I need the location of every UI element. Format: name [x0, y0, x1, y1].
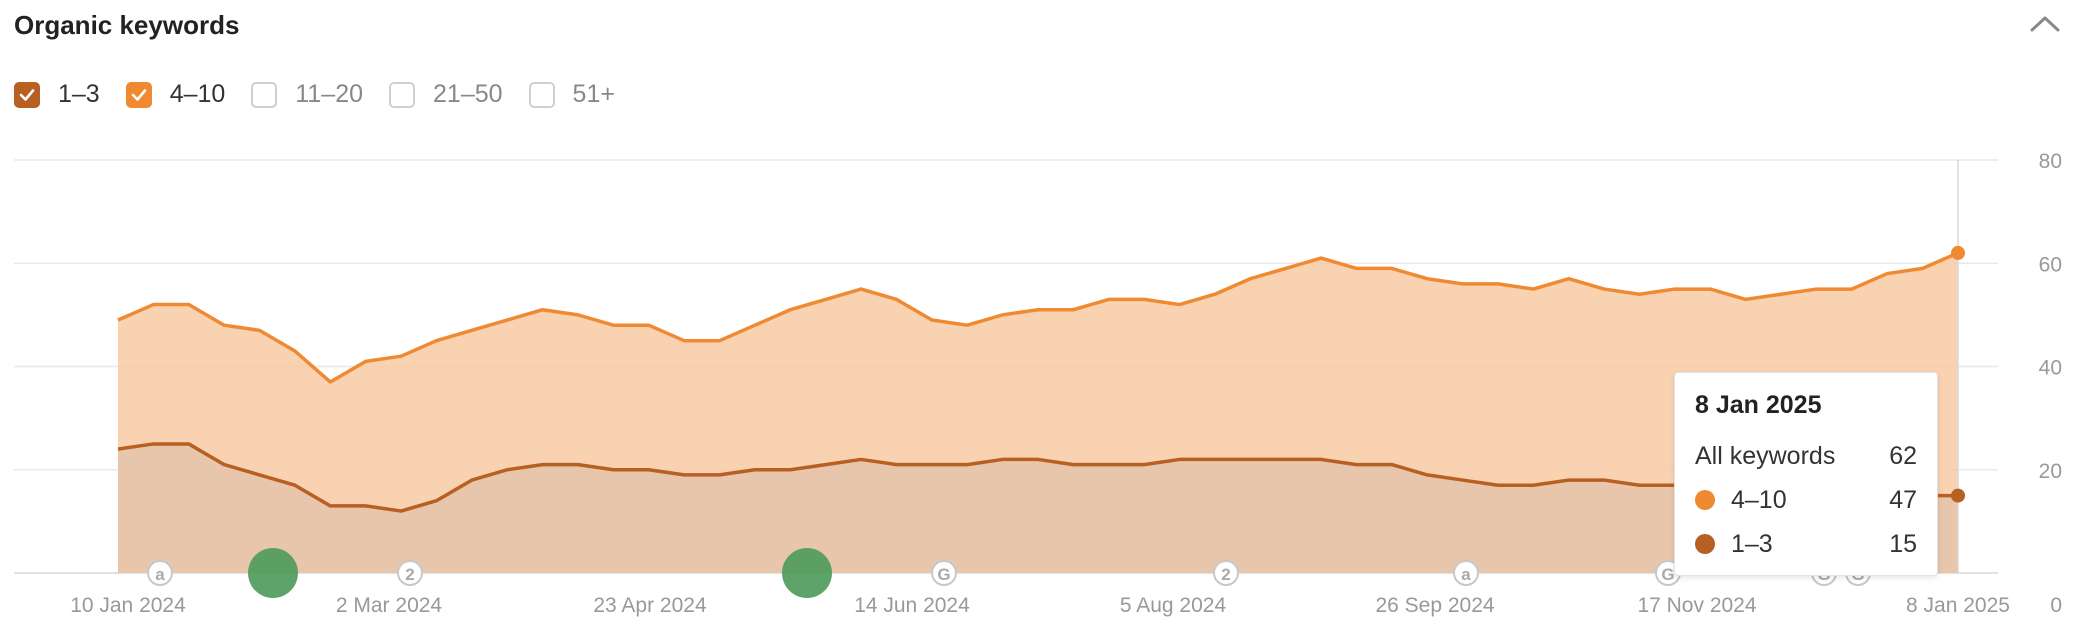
- filter-21-50-label: 21–50: [433, 80, 503, 108]
- tooltip-1-3-label: 1–3: [1731, 529, 1773, 558]
- marker-circle: [1453, 560, 1479, 586]
- chart-tooltip: 8 Jan 2025 All keywords 62 4–10 47 1–3 1…: [1674, 372, 1938, 576]
- area-1-3: [118, 443, 1958, 573]
- y-tick-label: 80: [2039, 150, 2062, 173]
- x-tick-label: 2 Mar 2024: [336, 594, 443, 617]
- x-tick-label: 14 Jun 2024: [854, 594, 970, 617]
- tooltip-row-1-3: 1–3 15: [1695, 522, 1917, 566]
- filter-1-3-label: 1–3: [58, 80, 100, 108]
- page-title: Organic keywords: [14, 10, 240, 40]
- checkbox-51-plus[interactable]: [528, 81, 555, 108]
- x-tick-label: 8 Jan 2025: [1906, 594, 2010, 617]
- filter-4-10[interactable]: 4–10: [125, 80, 226, 109]
- point-4-10: [1951, 245, 1965, 260]
- tooltip-row-all: All keywords 62: [1695, 434, 1917, 478]
- filter-4-10-label: 4–10: [169, 80, 226, 108]
- line-1-3: [117, 442, 1958, 513]
- marker-circle: [397, 560, 423, 586]
- timeline-marker[interactable]: a: [1453, 560, 1479, 586]
- marker-letter: a: [1461, 565, 1471, 584]
- range-filters: 1–3 4–10 11–20 21–50 51+: [14, 80, 641, 109]
- tooltip-all-label: All keywords: [1695, 441, 1836, 470]
- y-tick-label: 40: [2039, 357, 2062, 380]
- filter-51-plus[interactable]: 51+: [528, 80, 615, 109]
- filter-11-20[interactable]: 11–20: [251, 80, 363, 109]
- tooltip-1-3-dot: [1695, 534, 1715, 554]
- tooltip-4-10-label: 4–10: [1731, 485, 1787, 514]
- marker-letter: 2: [405, 565, 414, 584]
- filter-51-plus-label: 51+: [572, 80, 615, 108]
- tooltip-4-10-value: 47: [1889, 485, 1917, 514]
- checkmark-icon: [19, 88, 35, 101]
- marker-circle: [1213, 560, 1239, 586]
- x-tick-label: 26 Sep 2024: [1375, 594, 1494, 617]
- x-tick-label: 23 Apr 2024: [593, 594, 707, 617]
- marker-letter: G: [1661, 565, 1674, 584]
- marker-circle: [147, 560, 173, 586]
- marker-letter: a: [155, 565, 165, 584]
- checkbox-1-3[interactable]: [14, 81, 40, 108]
- checkbox-11-20[interactable]: [251, 81, 278, 108]
- collapse-button[interactable]: [2028, 12, 2062, 36]
- tooltip-date: 8 Jan 2025: [1695, 391, 1822, 419]
- y-tick-label: 60: [2039, 253, 2062, 276]
- checkmark-icon: [131, 88, 147, 101]
- marker-circle: [931, 560, 957, 586]
- y-tick-label: 20: [2039, 460, 2062, 483]
- x-tick-label: 17 Nov 2024: [1637, 594, 1756, 617]
- timeline-marker[interactable]: G: [931, 560, 957, 586]
- tooltip-all-value: 62: [1889, 441, 1917, 470]
- tooltip-4-10-dot: [1695, 490, 1715, 510]
- tooltip-row-4-10: 4–10 47: [1695, 478, 1917, 522]
- event-marker[interactable]: [782, 548, 832, 598]
- timeline-marker[interactable]: 2: [397, 560, 423, 586]
- filter-1-3[interactable]: 1–3: [14, 80, 100, 109]
- event-marker[interactable]: [248, 548, 298, 598]
- y-tick-label: 0: [2050, 594, 2062, 617]
- marker-letter: 2: [1221, 565, 1230, 584]
- checkbox-21-50[interactable]: [389, 81, 416, 108]
- marker-letter: G: [937, 565, 950, 584]
- filter-21-50[interactable]: 21–50: [389, 80, 503, 109]
- checkbox-4-10[interactable]: [125, 81, 152, 108]
- point-1-3: [1951, 488, 1965, 503]
- filter-11-20-label: 11–20: [295, 80, 364, 108]
- x-tick-label: 10 Jan 2024: [70, 594, 186, 617]
- line-4-10: [117, 251, 1959, 384]
- x-tick-label: 5 Aug 2024: [1120, 594, 1227, 617]
- timeline-marker[interactable]: 2: [1213, 560, 1239, 586]
- tooltip-1-3-value: 15: [1889, 529, 1917, 558]
- timeline-marker[interactable]: a: [147, 560, 173, 586]
- chevron-up-icon: [2030, 16, 2060, 32]
